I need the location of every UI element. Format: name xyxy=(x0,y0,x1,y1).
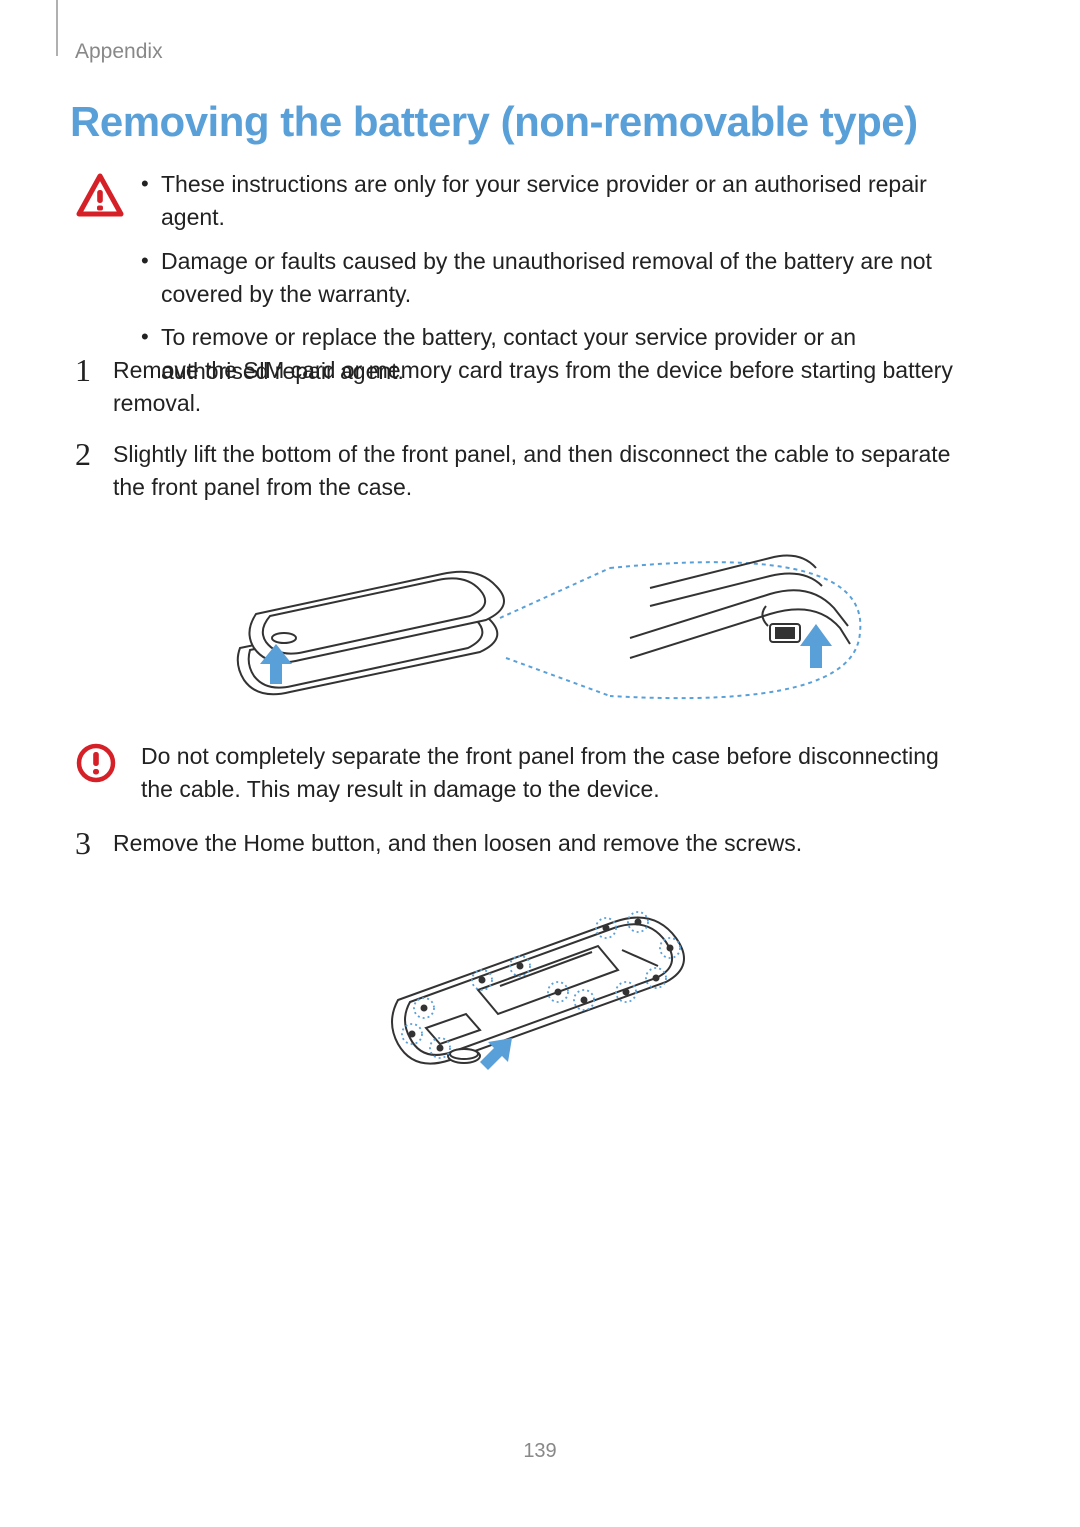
diagram-lift-panel xyxy=(0,528,1080,718)
header-divider xyxy=(56,0,58,56)
caution-circle-icon xyxy=(75,742,117,784)
step-item: 3 Remove the Home button, and then loose… xyxy=(75,827,965,861)
step-item: 2 Slightly lift the bottom of the front … xyxy=(75,438,965,505)
page-number: 139 xyxy=(0,1440,1080,1463)
step-number: 2 xyxy=(75,438,113,472)
header-section-label: Appendix xyxy=(75,40,163,64)
diagram-lift-panel-svg xyxy=(210,528,870,718)
diagram-remove-screws xyxy=(0,878,1080,1078)
step-item: 1 Remove the SIM card or memory card tra… xyxy=(75,354,965,421)
step-text: Remove the SIM card or memory card trays… xyxy=(113,354,965,421)
warning-triangle-icon xyxy=(75,172,125,222)
caution-block: Do not completely separate the front pan… xyxy=(75,740,965,807)
warning-bullet: These instructions are only for your ser… xyxy=(139,168,965,235)
diagram-remove-screws-svg xyxy=(370,878,710,1078)
step-number: 3 xyxy=(75,827,113,861)
page-title: Removing the battery (non-removable type… xyxy=(70,98,918,146)
step-text: Remove the Home button, and then loosen … xyxy=(113,827,802,860)
warning-bullet: Damage or faults caused by the unauthori… xyxy=(139,245,965,312)
step-text: Slightly lift the bottom of the front pa… xyxy=(113,438,965,505)
step-number: 1 xyxy=(75,354,113,388)
caution-text: Do not completely separate the front pan… xyxy=(141,740,965,807)
